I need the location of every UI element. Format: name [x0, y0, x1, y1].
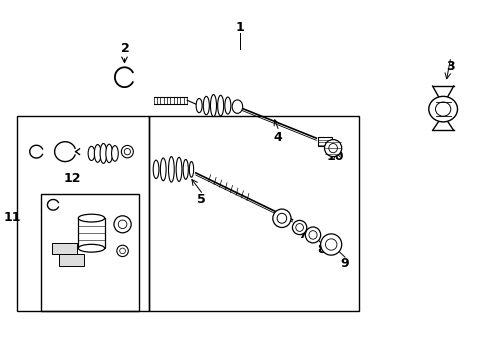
- Ellipse shape: [120, 248, 125, 254]
- Ellipse shape: [232, 100, 242, 113]
- Ellipse shape: [217, 95, 223, 116]
- Ellipse shape: [176, 157, 182, 181]
- Ellipse shape: [78, 214, 104, 222]
- Text: 7: 7: [297, 229, 306, 242]
- Text: 8: 8: [316, 243, 325, 256]
- Text: 12: 12: [63, 172, 81, 185]
- Ellipse shape: [100, 144, 106, 163]
- Ellipse shape: [94, 145, 101, 162]
- Ellipse shape: [153, 160, 159, 179]
- Text: 4: 4: [273, 131, 282, 144]
- Ellipse shape: [325, 239, 336, 250]
- Ellipse shape: [183, 159, 188, 179]
- Ellipse shape: [277, 213, 286, 223]
- Bar: [317, 138, 331, 146]
- Bar: [52, 243, 77, 255]
- Ellipse shape: [308, 231, 316, 239]
- Bar: [41, 194, 139, 311]
- Text: 11: 11: [4, 211, 21, 224]
- Ellipse shape: [105, 144, 112, 163]
- Ellipse shape: [292, 220, 306, 235]
- Bar: [148, 116, 359, 311]
- Ellipse shape: [160, 158, 166, 181]
- Text: 6: 6: [273, 214, 282, 227]
- Ellipse shape: [328, 144, 337, 153]
- Ellipse shape: [78, 244, 104, 252]
- Text: 3: 3: [445, 60, 454, 73]
- Ellipse shape: [272, 209, 290, 228]
- Ellipse shape: [324, 140, 341, 157]
- Ellipse shape: [124, 148, 130, 155]
- Text: 9: 9: [340, 257, 348, 270]
- Bar: [17, 116, 148, 311]
- Text: 1: 1: [235, 21, 244, 34]
- Text: 10: 10: [326, 150, 344, 163]
- Ellipse shape: [189, 162, 193, 177]
- Ellipse shape: [295, 224, 303, 231]
- Ellipse shape: [210, 95, 216, 117]
- Bar: [60, 255, 84, 266]
- Bar: [78, 218, 104, 248]
- Ellipse shape: [305, 227, 320, 243]
- Ellipse shape: [224, 97, 230, 114]
- Ellipse shape: [428, 96, 457, 122]
- Ellipse shape: [320, 234, 341, 255]
- Ellipse shape: [168, 157, 174, 182]
- Ellipse shape: [88, 146, 95, 161]
- Ellipse shape: [117, 245, 128, 257]
- Text: 2: 2: [121, 42, 129, 55]
- Ellipse shape: [196, 99, 202, 113]
- Ellipse shape: [118, 220, 126, 229]
- Ellipse shape: [111, 145, 118, 161]
- Ellipse shape: [203, 96, 209, 115]
- Ellipse shape: [114, 216, 131, 233]
- Ellipse shape: [435, 102, 450, 116]
- Ellipse shape: [121, 145, 133, 158]
- Text: 5: 5: [197, 193, 205, 206]
